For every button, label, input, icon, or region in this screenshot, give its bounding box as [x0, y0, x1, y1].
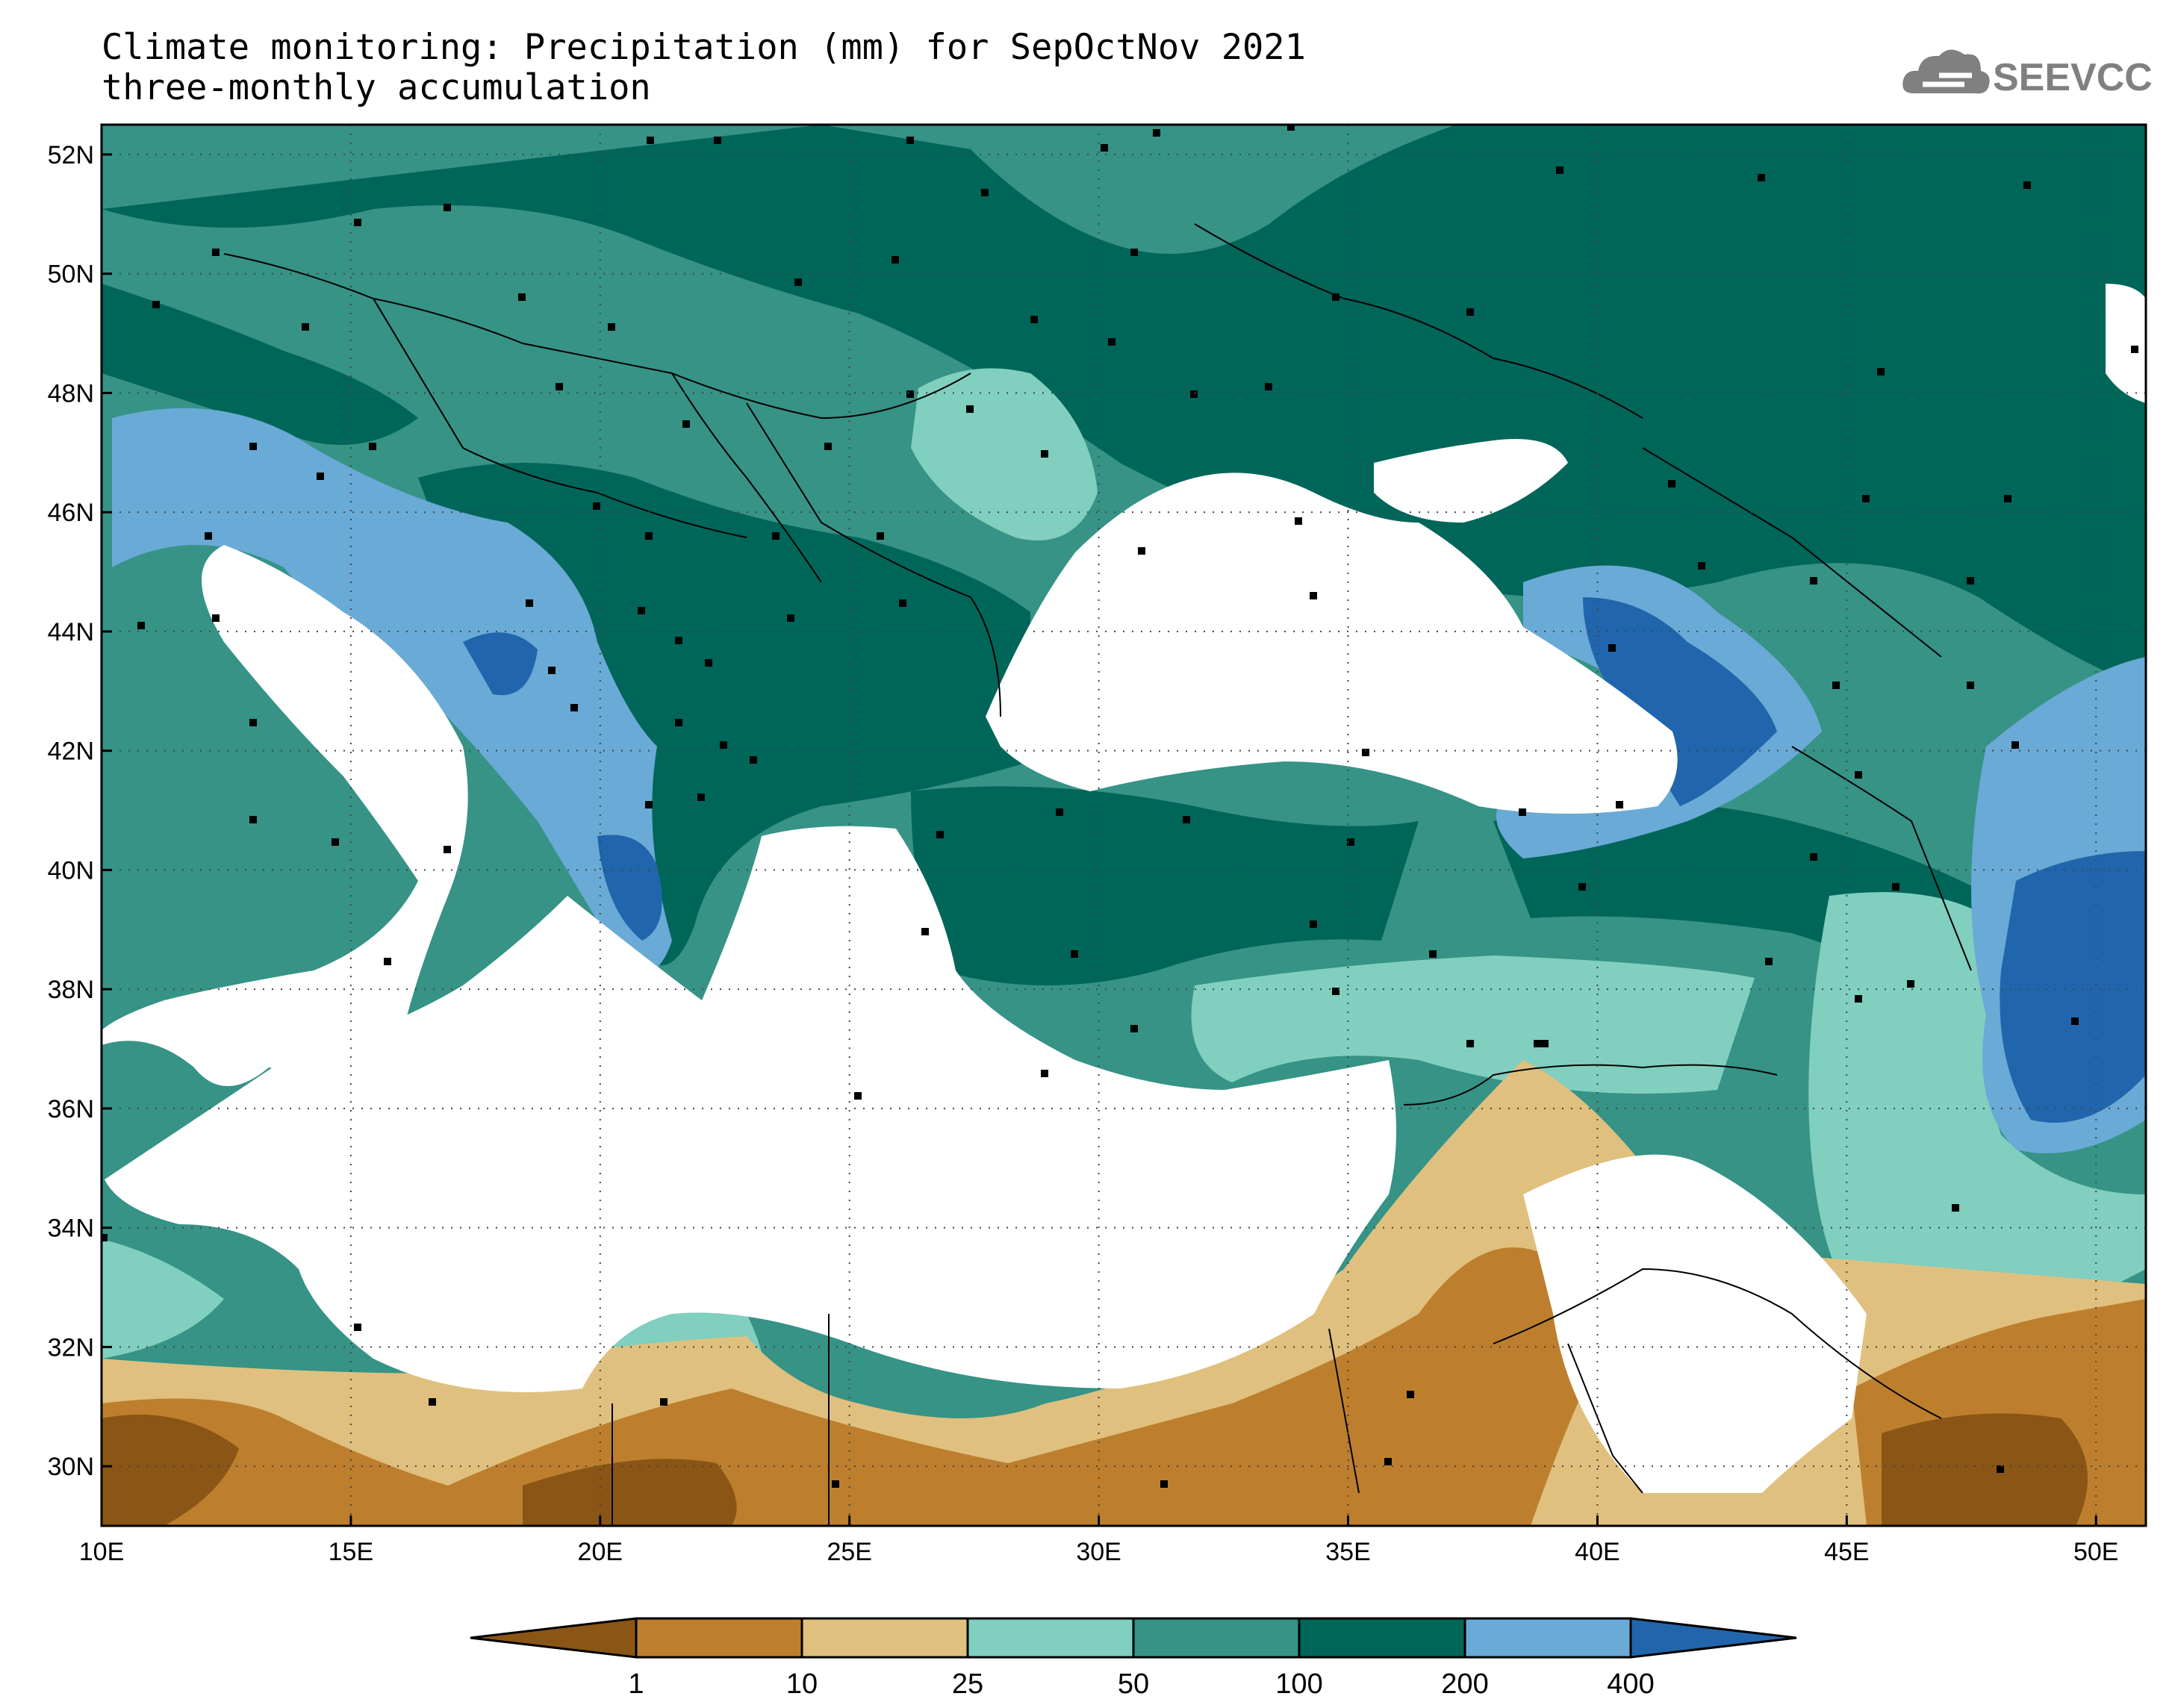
colorbar-label: 400: [1607, 1668, 1654, 1700]
longitude-labels: 10E 15E 20E 25E 30E 35E 40E 45E 50E: [79, 1515, 2119, 1566]
field-100-200-anatolia: [911, 786, 1419, 985]
lon-label: 25E: [827, 1538, 872, 1566]
cloud-icon: [1902, 49, 1990, 94]
field-below-1-gulf: [1882, 1413, 2088, 1526]
colorbar-swatch: [966, 1617, 1135, 1659]
lat-label: 42N: [48, 738, 94, 766]
sea-mask-black-sea: [986, 473, 1678, 814]
colorbar-swatch-above: [1629, 1617, 1797, 1659]
lon-label: 20E: [578, 1538, 623, 1566]
field-below-1-libya: [102, 1415, 239, 1526]
sea-mask-mediterranean: [102, 545, 468, 1086]
colorbar-label: 10: [786, 1668, 818, 1700]
lon-label: 30E: [1076, 1538, 1121, 1566]
field-100-200-north: [102, 125, 2146, 687]
lat-label: 52N: [48, 141, 94, 169]
lat-label: 30N: [48, 1453, 94, 1481]
lat-label: 38N: [48, 976, 94, 1004]
colorbar-swatch: [800, 1617, 969, 1659]
colorbar-swatch: [1132, 1617, 1301, 1659]
colorbar-label: 1: [628, 1668, 644, 1700]
map-title: Climate monitoring: Precipitation (mm) f…: [102, 27, 1306, 68]
field-below-1-egypt: [523, 1459, 737, 1526]
lat-label: 40N: [48, 856, 94, 885]
lat-label: 48N: [48, 379, 94, 408]
lon-label: 35E: [1325, 1538, 1371, 1566]
country-borders: [223, 223, 1972, 1526]
colorbar-swatch: [1298, 1617, 1466, 1659]
lon-label: 45E: [1824, 1538, 1870, 1566]
field-100-200-alps: [102, 284, 418, 445]
lon-label: 50E: [2073, 1538, 2119, 1566]
sea-mask-azov: [1374, 439, 1568, 523]
colorbar-swatch: [635, 1617, 803, 1659]
sea-mask-desert: [1523, 1154, 1867, 1493]
lat-label: 50N: [48, 261, 94, 289]
map-frame: [100, 123, 2147, 1527]
field-200-400-italy: [112, 408, 672, 974]
field-over-400-albania: [597, 835, 662, 941]
field-1-10-south: [102, 1247, 1605, 1526]
lat-label: 44N: [48, 618, 94, 646]
colorbar-label: 50: [1118, 1668, 1149, 1700]
field-25-50-moldova: [911, 368, 1098, 540]
field-over-400-georgia: [1583, 597, 1777, 806]
lon-label: 40E: [1575, 1538, 1620, 1566]
field-over-400-montenegro: [463, 632, 538, 696]
station-markers: [102, 125, 2138, 1488]
lat-label: 36N: [48, 1095, 94, 1123]
lat-label: 32N: [48, 1333, 94, 1362]
sea-mask-caspian: [2106, 284, 2146, 403]
colorbar-label: 200: [1441, 1668, 1488, 1700]
colorbar-swatch: [1463, 1617, 1632, 1659]
sea-mask-eastern-med: [105, 826, 1396, 1392]
lon-label: 15E: [329, 1538, 374, 1566]
field-25-50-nw-africa: [102, 1239, 224, 1359]
colorbar-label: 100: [1275, 1668, 1322, 1700]
map-subtitle: three-monthly accumulation: [102, 67, 651, 108]
field-over-400-zagros: [2000, 851, 2146, 1123]
latitude-labels: 52N 50N 48N 46N 44N 42N 40N 38N 36N 34N 32N 30N: [48, 141, 112, 1481]
colorbar: 1 10 25 50 100 200 400: [470, 1617, 1797, 1700]
colorbar-label: 25: [952, 1668, 983, 1700]
lat-label: 46N: [48, 499, 94, 527]
field-25-50-iraq: [1808, 892, 2146, 1374]
seevccc-logo: SEEVCCC: [1902, 49, 2154, 99]
colorbar-swatch-below: [470, 1617, 638, 1659]
logo-text: SEEVCCC: [1993, 56, 2154, 99]
map-field: [102, 125, 2146, 1526]
lon-label: 10E: [79, 1538, 125, 1566]
lat-label: 34N: [48, 1215, 94, 1243]
